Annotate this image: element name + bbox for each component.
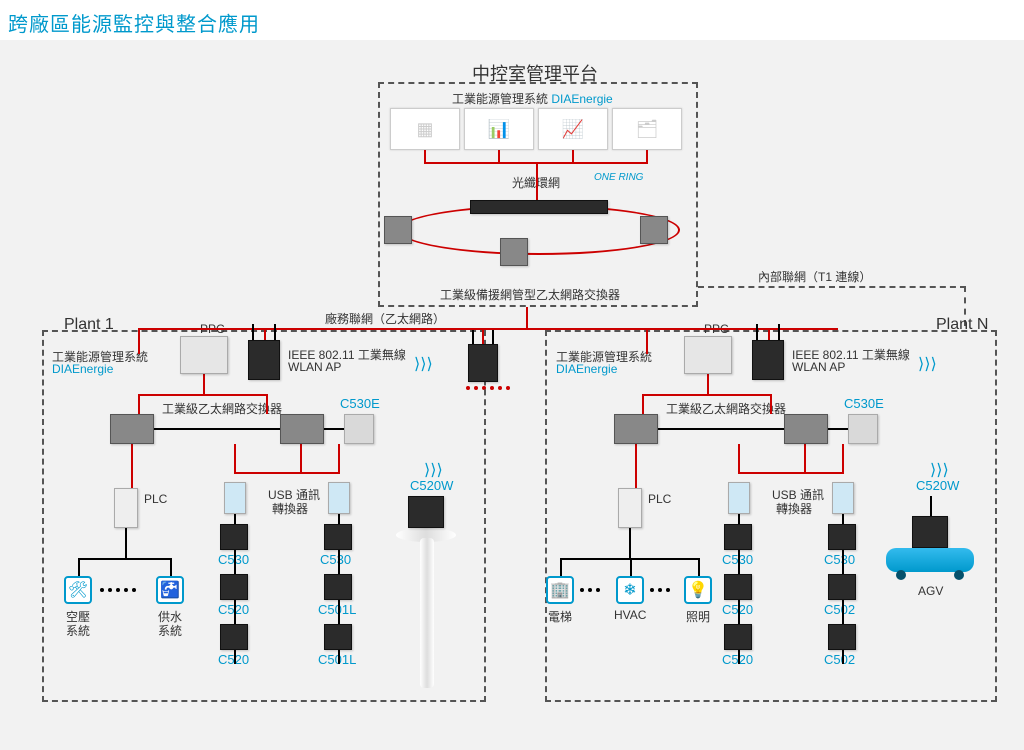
pn-col-right-2 — [828, 574, 856, 600]
p1-col-right-1 — [324, 524, 352, 550]
pn-switch-right — [784, 414, 828, 444]
pn-ppc-monitor — [684, 336, 732, 374]
pn-col-right-1-label: C530 — [824, 552, 855, 567]
dashboard-thumb-3: 📈 — [538, 108, 608, 150]
pn-agv-label: AGV — [918, 584, 943, 598]
plantn-title: Plant N — [936, 316, 988, 334]
pn-sys1: 電梯 — [548, 608, 572, 625]
p1-wlan-ap — [248, 340, 280, 380]
plant1-title: Plant 1 — [64, 316, 114, 334]
p1-usb-conv-left — [224, 482, 246, 514]
p1-plc-label: PLC — [144, 492, 167, 506]
p1-c530e-label: C530E — [340, 396, 380, 411]
p1-col-left-3 — [220, 624, 248, 650]
pn-sys-hvac-icon: ❄ — [616, 576, 644, 604]
ring-switch-mid — [500, 238, 528, 266]
pn-sys2: HVAC — [614, 608, 646, 622]
pn-sys3: 照明 — [686, 608, 710, 625]
pn-col-right-2-label: C502 — [824, 602, 855, 617]
p1-wlan-wifi-icon: ⟩⟩⟩ — [414, 354, 433, 374]
pn-usb-l2: 轉換器 — [776, 500, 812, 517]
p1-sys-dots — [100, 588, 136, 592]
p1-pillar-shaft — [420, 538, 434, 688]
p1-plc — [114, 488, 138, 528]
p1-col-right-1-label: C530 — [320, 552, 351, 567]
pn-c520w — [912, 516, 948, 548]
pn-col-right-3 — [828, 624, 856, 650]
pn-usb-conv-right — [832, 482, 854, 514]
p1-c520w-wifi-icon: ⟩⟩⟩ — [424, 460, 443, 480]
p1-sys-compressor-icon: 🛠 — [64, 576, 92, 604]
p1-ppc-monitor — [180, 336, 228, 374]
pn-col-right-1 — [828, 524, 856, 550]
p1-col-right-3 — [324, 624, 352, 650]
mid-wlan-ap — [468, 344, 498, 382]
one-ring-logo: ONE RING — [594, 172, 643, 183]
dashboard-thumb-2: 📊 — [464, 108, 534, 150]
p1-col-right-2 — [324, 574, 352, 600]
dashboard-thumb-4: 🗂 — [612, 108, 682, 150]
factory-net-label: 廠務聯網（乙太網路） — [325, 310, 445, 327]
dashboard-thumb-1: ▦ — [390, 108, 460, 150]
p1-ems-brand: DIAEnergie — [52, 362, 113, 376]
p1-col-left-1 — [220, 524, 248, 550]
pn-wlan-wifi-icon: ⟩⟩⟩ — [918, 354, 937, 374]
pn-sys-dots-1 — [580, 588, 600, 592]
p1-switch-label: 工業級乙太網路交換器 — [162, 400, 282, 417]
pn-col-left-3 — [724, 624, 752, 650]
pn-sys-dots-2 — [650, 588, 670, 592]
p1-c520w-label: C520W — [410, 478, 453, 493]
pn-sys-elevator-icon: 🏢 — [546, 576, 574, 604]
p1-c530e — [344, 414, 374, 444]
p1-switch-left — [110, 414, 154, 444]
top-ems-text: 工業能源管理系統 — [452, 92, 548, 106]
p1-switch-right — [280, 414, 324, 444]
p1-c520w — [408, 496, 444, 528]
pn-plc-label: PLC — [648, 492, 671, 506]
internal-net-label: 內部聯網（T1 連線） — [758, 268, 871, 285]
ring-switch-left — [384, 216, 412, 244]
pn-switch-left — [614, 414, 658, 444]
p1-col-left-2 — [220, 574, 248, 600]
top-ems-brand: DIAEnergie — [551, 92, 612, 106]
pn-col-right-3-label: C502 — [824, 652, 855, 667]
p1-sys-water-icon: 🚰 — [156, 576, 184, 604]
pn-usb-conv-left — [728, 482, 750, 514]
pn-wlan-ap — [752, 340, 784, 380]
p1-sys1-l2: 系統 — [66, 622, 90, 639]
pn-ems-brand: DIAEnergie — [556, 362, 617, 376]
ring-switch-right — [640, 216, 668, 244]
top-ems-label: 工業能源管理系統 DIAEnergie — [452, 90, 613, 107]
pn-col-left-2 — [724, 574, 752, 600]
pn-c530e — [848, 414, 878, 444]
top-switch-label: 工業級備援網管型乙太網路交換器 — [440, 286, 620, 303]
diagram-canvas: 中控室管理平台 工業能源管理系統 DIAEnergie ▦ 📊 📈 🗂 光纖環網… — [0, 40, 1024, 750]
pn-switch-label: 工業級乙太網路交換器 — [666, 400, 786, 417]
pn-c520w-wifi-icon: ⟩⟩⟩ — [930, 460, 949, 480]
pn-sys-lighting-icon: 💡 — [684, 576, 712, 604]
pn-c530e-label: C530E — [844, 396, 884, 411]
top-section-title: 中控室管理平台 — [472, 60, 598, 86]
pn-wlan-label2: WLAN AP — [792, 360, 845, 374]
p1-wlan-label2: WLAN AP — [288, 360, 341, 374]
pn-col-left-1 — [724, 524, 752, 550]
pn-agv — [886, 548, 974, 572]
p1-usb-l2: 轉換器 — [272, 500, 308, 517]
page-title: 跨廠區能源監控與整合應用 — [8, 8, 260, 37]
p1-sys2-l2: 系統 — [158, 622, 182, 639]
pn-plc — [618, 488, 642, 528]
core-switch — [470, 200, 608, 214]
pn-c520w-label: C520W — [916, 478, 959, 493]
p1-usb-conv-right — [328, 482, 350, 514]
